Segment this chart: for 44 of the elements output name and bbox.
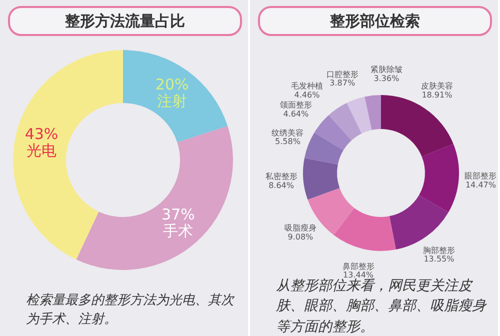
donut-slice [314, 115, 352, 150]
slice-label: 纹绣美容 [272, 128, 304, 138]
data-label: 14.47% [465, 180, 496, 190]
slice-label: 鼻部整形 [342, 262, 374, 271]
slice-label: 注射 [157, 92, 188, 110]
data-label: 3.87% [330, 78, 356, 88]
slice-label: 手术 [163, 222, 194, 240]
data-label: 20% [155, 75, 189, 94]
data-label: 4.64% [283, 110, 310, 119]
donut-slice [13, 50, 123, 260]
chart-title: 整形部位检索 [258, 6, 492, 36]
donut-slice [364, 95, 381, 130]
data-label: 8.64% [268, 180, 294, 190]
slice-label: 胸部整形 [422, 246, 455, 255]
donut-slice [304, 132, 344, 165]
slice-label: 私密整形 [265, 172, 298, 182]
data-label: 13.55% [424, 254, 455, 264]
data-label: 13.44% [343, 270, 374, 280]
data-label: 5.58% [275, 137, 301, 146]
donut-slice [328, 102, 362, 140]
donut-slice [123, 50, 228, 142]
data-label: 9.08% [288, 232, 314, 242]
slice-label: 皮肤美容 [420, 82, 453, 91]
slice-label: 紧肤除皱 [370, 64, 402, 74]
data-label: 43% [24, 124, 58, 143]
donut-slice [346, 96, 372, 134]
donut-slice [308, 188, 354, 236]
chart-title: 整形方法流量占比 [8, 6, 242, 36]
slice-label: 吸脂瘦身 [284, 224, 316, 233]
text: 从整形部位来看，网民更关注皮肤、眼部、胸部、鼻部、吸脂瘦身等方面的整形。 [276, 278, 488, 336]
donut-slice [76, 126, 233, 270]
data-label: 4.46% [294, 90, 320, 100]
slice-label: 毛发种植 [291, 82, 323, 91]
slice-label: 颌面整形 [278, 100, 312, 110]
slice-label: 口腔整形 [326, 70, 358, 79]
donut-slice [419, 144, 459, 212]
data-label: 37% [162, 206, 195, 224]
text: 检索量最多的整形方法为光电、其次为手术、注射。 [26, 292, 236, 329]
slice-label: 眼部整形 [464, 172, 497, 181]
data-label: 3.36% [374, 74, 400, 83]
slice-label: 光电 [26, 141, 57, 160]
donut-slice [334, 208, 396, 251]
donut-slice [303, 158, 340, 200]
data-label: 18.91% [422, 90, 453, 100]
